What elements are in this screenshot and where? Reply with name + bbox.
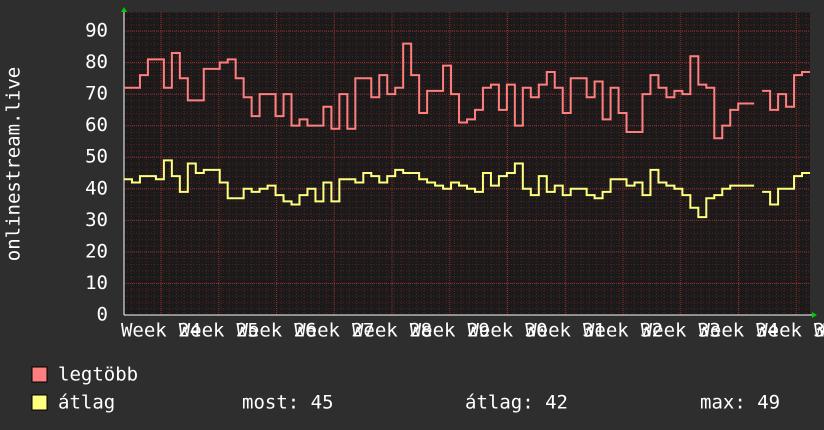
x-tick-label: Week 24: [121, 320, 201, 342]
x-tick-label: Week 27: [294, 320, 374, 342]
y-tick-label: 60: [85, 114, 108, 136]
series-line: [762, 70, 810, 111]
x-tick-label: Week 34: [698, 320, 778, 342]
x-tick-label: Week 32: [583, 320, 663, 342]
x-tick-label: Week 26: [236, 320, 316, 342]
axis-arrow: [812, 312, 817, 318]
legend-swatch: [31, 394, 48, 411]
y-tick-label: 40: [85, 177, 108, 199]
x-tick-label: Week 33: [641, 320, 721, 342]
x-tick-label: Week 31: [525, 320, 605, 342]
y-tick-label: 30: [85, 209, 108, 231]
legend-stat: most: 45: [242, 392, 334, 414]
x-tick-label: Week 25: [179, 320, 259, 342]
y-tick-label: 90: [85, 19, 108, 41]
y-tick-label: 10: [85, 272, 108, 294]
legend-label: legtöbb: [58, 364, 138, 386]
series-line: [762, 171, 810, 206]
y-axis-label: onlinestream.live: [3, 67, 25, 261]
legend-stat: átlag: 42: [465, 392, 568, 414]
series-line: [124, 159, 755, 219]
y-tick-label: 70: [85, 83, 108, 105]
y-tick-label: 20: [85, 240, 108, 262]
y-tick-label: 0: [97, 304, 108, 326]
y-tick-label: 50: [85, 146, 108, 168]
x-tick-label: Week 35: [756, 320, 824, 342]
legend-swatch: [31, 366, 48, 383]
legend-stat: max: 49: [700, 392, 780, 414]
y-tick-label: 80: [85, 51, 108, 73]
axis-arrow: [121, 7, 127, 12]
legend-label: átlag: [58, 392, 115, 414]
series-line: [124, 42, 755, 140]
x-tick-label: Week 28: [352, 320, 432, 342]
x-tick-label: Week 30: [467, 320, 547, 342]
x-tick-label: Week 29: [410, 320, 490, 342]
x-tick-label: Week 36: [814, 320, 824, 342]
